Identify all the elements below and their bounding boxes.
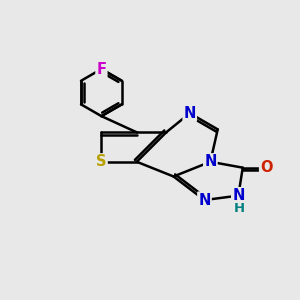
- Text: N: N: [184, 106, 196, 121]
- Text: O: O: [260, 160, 273, 175]
- Text: N: N: [204, 154, 217, 169]
- Text: N: N: [198, 193, 211, 208]
- Text: N: N: [232, 188, 244, 203]
- Text: F: F: [96, 61, 106, 76]
- Text: N: N: [232, 188, 244, 203]
- Text: H: H: [234, 202, 245, 215]
- Text: S: S: [96, 154, 107, 169]
